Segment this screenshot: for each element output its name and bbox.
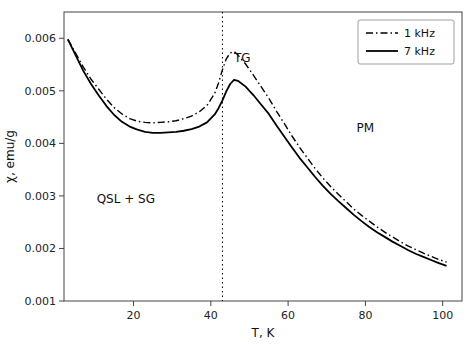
y-tick-label: 0.002 — [25, 242, 57, 255]
y-tick-label: 0.004 — [25, 137, 57, 150]
y-tick-label: 0.003 — [25, 190, 57, 203]
annotation: TG — [233, 51, 251, 65]
y-tick-label: 0.006 — [25, 32, 57, 45]
x-tick-label: 60 — [281, 309, 295, 322]
reference-line — [222, 12, 223, 301]
legend-swatch — [366, 32, 398, 33]
annotation: QSL + SG — [97, 192, 155, 206]
x-tick-label: 20 — [127, 309, 141, 322]
x-tick — [133, 301, 134, 306]
y-tick — [59, 38, 64, 39]
y-tick — [59, 248, 64, 249]
y-tick — [59, 90, 64, 91]
y-tick-label: 0.005 — [25, 85, 57, 98]
legend-label: 7 kHz — [404, 45, 435, 58]
series-line — [68, 39, 447, 262]
y-tick — [59, 195, 64, 196]
y-axis-label: χ, emu/g — [3, 130, 17, 183]
x-tick — [288, 301, 289, 306]
x-tick — [210, 301, 211, 306]
y-tick — [59, 301, 64, 302]
legend: 1 kHz 7 kHz — [358, 20, 454, 64]
plot-frame — [64, 12, 462, 301]
y-tick — [59, 143, 64, 144]
x-tick-label: 100 — [432, 309, 453, 322]
x-tick — [365, 301, 366, 306]
annotation: PM — [357, 121, 375, 135]
x-tick-label: 40 — [204, 309, 218, 322]
x-axis-label: T, K — [251, 326, 276, 340]
legend-label: 1 kHz — [404, 27, 435, 40]
x-tick — [442, 301, 443, 306]
y-tick-label: 0.001 — [25, 295, 57, 308]
chart: 20 40 60 80 100 0.001 0.002 0.003 0.004 0.005 0.00… — [0, 0, 474, 345]
legend-swatch — [366, 50, 398, 52]
legend-box — [358, 20, 454, 64]
x-tick-label: 80 — [358, 309, 372, 322]
series-line — [68, 39, 447, 265]
